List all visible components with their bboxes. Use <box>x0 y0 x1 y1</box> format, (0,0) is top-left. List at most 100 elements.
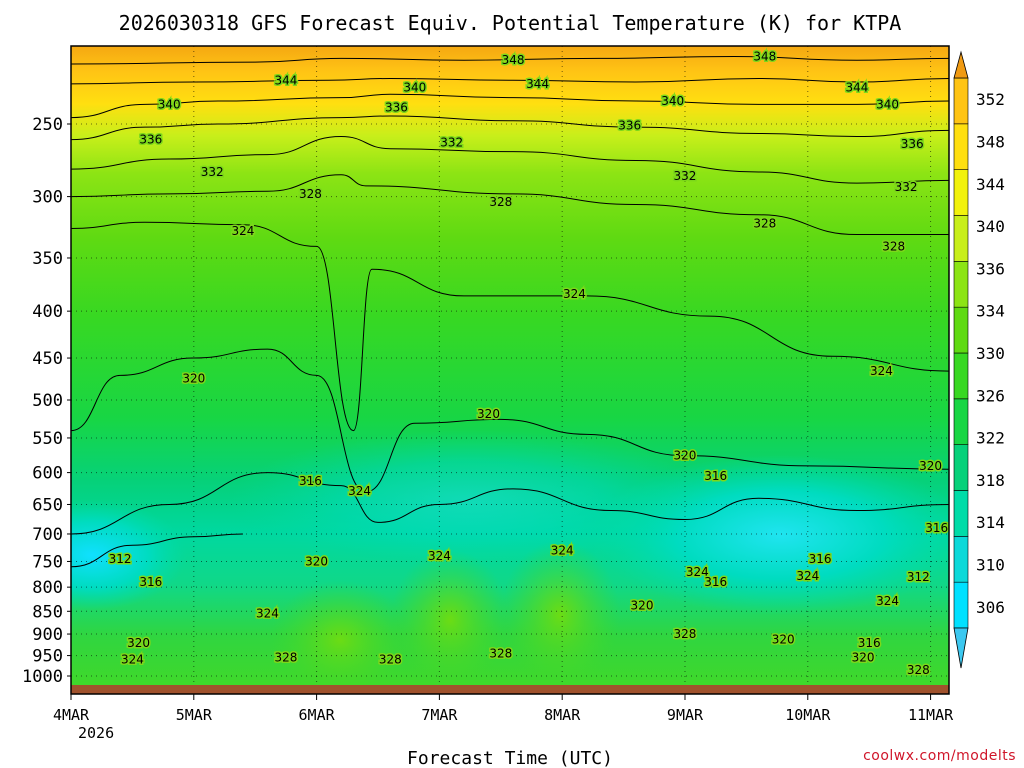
contour-label: 320 <box>305 554 328 568</box>
y-tick-label: 350 <box>32 249 63 269</box>
contour-label: 324 <box>563 287 586 301</box>
y-tick-label: 650 <box>32 495 63 515</box>
contour-label: 320 <box>631 599 654 613</box>
contour-label: 328 <box>379 653 402 667</box>
colorbar-label: 352 <box>976 90 1005 109</box>
contour-label: 320 <box>772 632 795 646</box>
y-tick-label: 850 <box>32 602 63 622</box>
colorbar: 306 310 314 318 322 326 330 334 336 340 344 348 352 <box>953 50 1005 669</box>
x-tick-label: 9MAR <box>667 706 704 724</box>
contour-lines <box>71 55 949 568</box>
low-level-cool-pocket-left <box>71 500 187 610</box>
colorbar-label: 306 <box>976 598 1005 617</box>
contour-line-348 <box>71 55 949 65</box>
y-tick-label: 300 <box>32 188 63 208</box>
y-tick-label: 800 <box>32 578 63 598</box>
contour-label: 340 <box>876 97 899 111</box>
contour-label: 324 <box>121 653 144 667</box>
contour-label: 316 <box>925 521 948 535</box>
colorbar-over-arrow <box>953 50 969 79</box>
x-tick-label: 8MAR <box>544 706 581 724</box>
contour-label: 324 <box>686 565 709 579</box>
contour-label: 328 <box>489 195 512 209</box>
contour-label: 336 <box>618 119 641 133</box>
contour-label: 348 <box>502 53 525 67</box>
colorbar-cell <box>953 169 969 216</box>
contour-label: 312 <box>907 570 930 584</box>
contour-label: 324 <box>551 544 574 558</box>
ground-strip <box>71 685 949 694</box>
contour-label: 312 <box>109 552 132 566</box>
contour-label: 328 <box>299 187 322 201</box>
contour-label: 340 <box>661 94 684 108</box>
boundary-layer-warm-1 <box>270 580 410 687</box>
y-tick-label: 750 <box>32 552 63 572</box>
contour-label: 324 <box>348 484 371 498</box>
colorbar-label: 348 <box>976 132 1005 151</box>
contour-label: 324 <box>796 569 819 583</box>
contour-label: 324 <box>870 364 893 378</box>
contour-label: 324 <box>876 594 899 608</box>
colorbar-cell <box>953 306 969 354</box>
contour-label: 328 <box>489 646 512 660</box>
colorbar-cell <box>953 398 969 445</box>
contour-label: 324 <box>231 224 254 238</box>
contour-label: 328 <box>753 217 776 231</box>
contour-label: 336 <box>901 137 924 151</box>
x-axis: 4MAR 5MAR 6MAR 7MAR 8MAR 9MAR 10MAR 11MAR <box>53 694 954 724</box>
y-axis: 250 300 350 400 450 500 550 600 650 700 750 800 850 9… <box>22 115 71 687</box>
grid-lines <box>71 46 949 686</box>
contour-label: 328 <box>274 651 297 665</box>
contour-label: 320 <box>852 651 875 665</box>
colorbar-label: 322 <box>976 429 1005 448</box>
colorbar-cell <box>953 444 969 491</box>
contour-line-332 <box>71 136 949 184</box>
contour-label: 340 <box>403 80 426 94</box>
contour-line-336 <box>71 115 949 141</box>
x-tick-label: 6MAR <box>299 706 336 724</box>
y-tick-label: 450 <box>32 349 63 369</box>
contour-label: 336 <box>139 133 162 147</box>
y-tick-label: 600 <box>32 464 63 484</box>
colorbar-label: 344 <box>976 175 1005 194</box>
colorbar-cell <box>953 352 969 400</box>
colorbar-label: 318 <box>976 471 1005 490</box>
contour-label: 320 <box>674 449 697 463</box>
colorbar-under-arrow <box>953 627 969 669</box>
y-tick-label: 950 <box>32 647 63 667</box>
x-tick-label: 4MAR <box>53 706 90 724</box>
colorbar-label: 326 <box>976 386 1005 405</box>
chart-title: 2026030318 GFS Forecast Equiv. Potential… <box>119 11 902 35</box>
mid-level-moist-band <box>230 430 710 570</box>
contour-label: 316 <box>704 575 727 589</box>
contour-label: 328 <box>882 239 905 253</box>
y-tick-label: 400 <box>32 302 63 322</box>
contour-label: 316 <box>139 575 162 589</box>
contour-line-324 <box>71 221 949 432</box>
boundary-layer-warm-2 <box>390 550 510 687</box>
colorbar-cell <box>953 215 969 262</box>
contour-line-328 <box>71 174 949 236</box>
contour-label: 320 <box>919 459 942 473</box>
y-tick-label: 700 <box>32 525 63 545</box>
contour-line-344 <box>71 77 949 85</box>
contour-label: 332 <box>895 180 918 194</box>
contour-label: 328 <box>907 663 930 677</box>
contour-label: 344 <box>274 73 297 87</box>
colorbar-label: 336 <box>976 259 1005 278</box>
contour-label: 316 <box>858 636 881 650</box>
colorbar-cell <box>953 77 969 125</box>
contour-label: 344 <box>526 77 549 91</box>
colorbar-cell <box>953 536 969 583</box>
colorbar-cell <box>953 581 969 629</box>
colorbar-label: 340 <box>976 217 1005 236</box>
y-tick-label: 250 <box>32 115 63 135</box>
colorbar-label: 310 <box>976 556 1005 575</box>
contour-label: 332 <box>674 169 697 183</box>
colorbar-cell <box>953 123 969 170</box>
contour-line-320 <box>71 348 949 493</box>
contour-line-312 <box>71 533 243 568</box>
